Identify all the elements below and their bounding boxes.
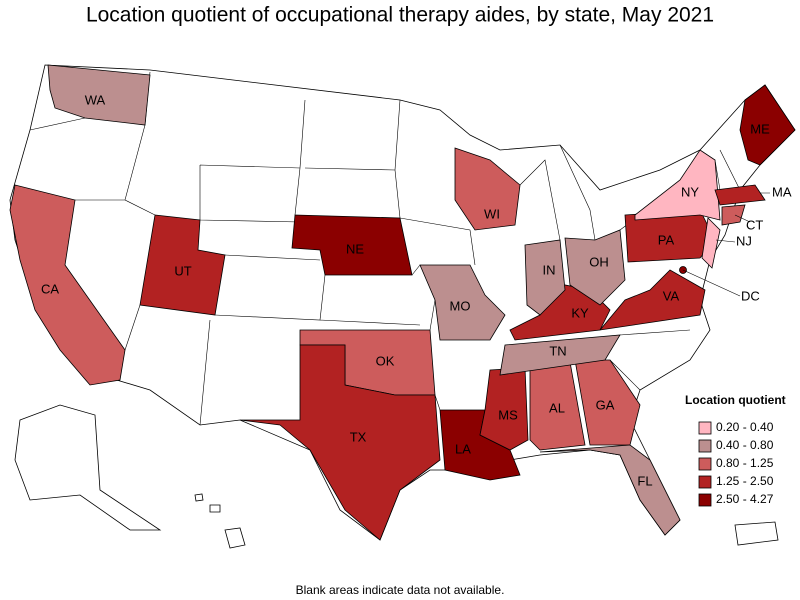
state-label: CT <box>746 217 763 232</box>
state-label: AL <box>549 400 565 415</box>
state-label: UT <box>174 263 191 278</box>
state-label: FL <box>637 473 652 488</box>
puerto-rico <box>734 521 779 546</box>
state <box>9 184 126 386</box>
footnote: Blank areas indicate data not available. <box>296 583 505 597</box>
state <box>701 217 721 269</box>
state <box>239 344 441 541</box>
legend-label: 0.20 - 0.40 <box>716 420 774 434</box>
legend-title: Location quotient <box>685 393 786 407</box>
state <box>139 214 226 316</box>
state-label: PA <box>658 232 675 247</box>
legend-label: 0.40 - 0.80 <box>716 438 774 452</box>
legend-swatch <box>698 421 712 435</box>
state <box>454 147 521 231</box>
legend-label: 2.50 - 4.27 <box>716 492 774 506</box>
state-label: TN <box>549 343 566 358</box>
state-label: NE <box>346 241 364 256</box>
state <box>599 269 706 331</box>
legend-swatch <box>698 439 712 453</box>
state <box>539 444 681 536</box>
legend-label: 0.80 - 1.25 <box>716 456 774 470</box>
leader-lines <box>682 192 770 297</box>
state-label: MS <box>498 407 518 422</box>
state-label: OK <box>376 353 395 368</box>
legend-swatch <box>698 475 712 489</box>
state-label: VA <box>663 288 680 303</box>
legend: 0.20 - 0.40 0.40 - 0.80 0.80 - 1.25 1.25 - … <box>698 420 774 507</box>
alaska <box>14 404 162 531</box>
state <box>524 239 566 316</box>
state <box>721 204 746 226</box>
state <box>47 64 151 126</box>
state-label: TX <box>350 429 367 444</box>
state-borders <box>29 71 741 426</box>
state <box>739 84 796 166</box>
state <box>291 214 413 276</box>
state-label: CA <box>41 281 59 296</box>
state-label: DC <box>741 288 760 303</box>
hawaii <box>194 493 204 502</box>
state-label: OH <box>589 254 609 269</box>
state-label: MA <box>772 184 792 199</box>
state-label: LA <box>455 441 471 456</box>
state-label: WI <box>484 206 500 221</box>
state <box>714 184 766 206</box>
state-label: GA <box>596 397 615 412</box>
state <box>419 264 506 341</box>
state-label: ME <box>750 121 770 136</box>
hawaii <box>209 504 221 513</box>
state-label: NY <box>681 184 699 199</box>
state <box>499 334 621 376</box>
state-label: IN <box>543 262 556 277</box>
legend-swatch <box>698 493 712 507</box>
state-label: MO <box>450 298 471 313</box>
state-label: WA <box>85 92 106 107</box>
state-label: NJ <box>736 233 752 248</box>
state <box>564 229 626 306</box>
map-title: Location quotient of occupational therap… <box>86 4 714 27</box>
legend-swatch <box>698 457 712 471</box>
legend-label: 1.25 - 2.50 <box>716 474 774 488</box>
state-label: KY <box>571 305 589 320</box>
hawaii <box>224 527 246 549</box>
